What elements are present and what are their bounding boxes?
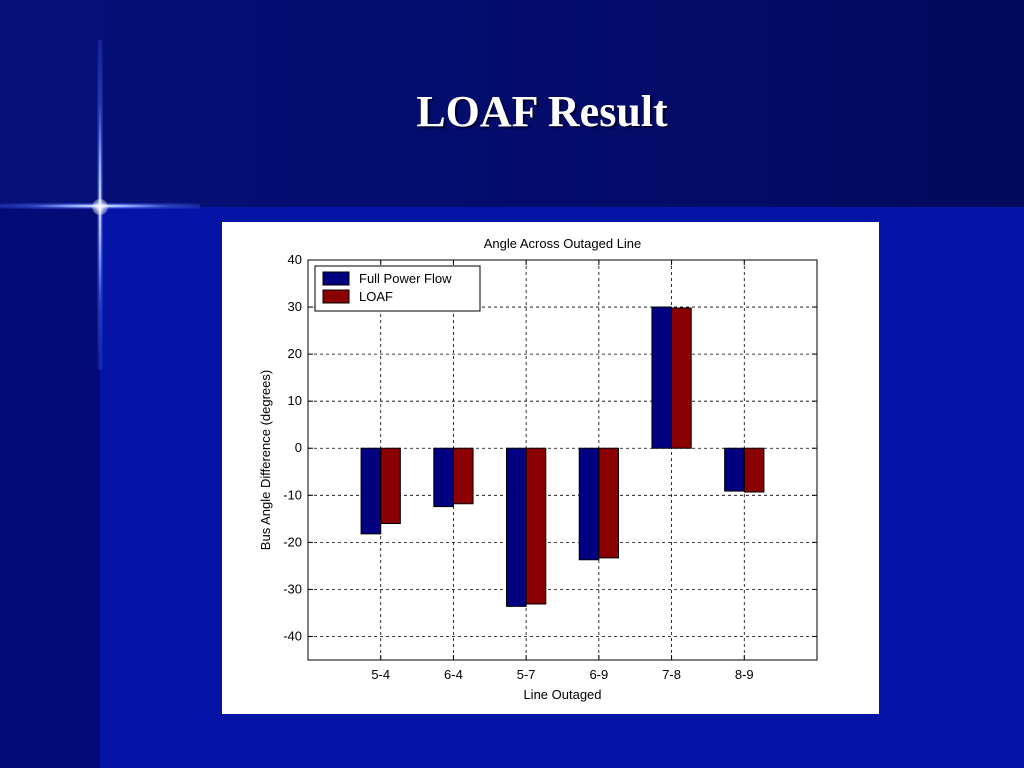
y-tick-label: 40 bbox=[288, 252, 302, 267]
x-tick-label: 6-9 bbox=[589, 667, 608, 682]
y-axis-label: Bus Angle Difference (degrees) bbox=[258, 370, 273, 550]
y-tick-label: -30 bbox=[283, 581, 302, 596]
y-tick-label: -20 bbox=[283, 534, 302, 549]
bar-full-power-flow-7-8 bbox=[651, 306, 673, 449]
bar-full-power-flow-6-4 bbox=[433, 447, 454, 508]
x-tick-label: 8-9 bbox=[735, 667, 754, 682]
legend-swatch bbox=[322, 271, 350, 286]
bar-loaf-7-8 bbox=[671, 307, 692, 449]
axis-ticks: 40 30 20 10 0 -10 -20 -30 -40 5-4 6-4 5-7 6-9 7-8 8-9 bbox=[283, 252, 817, 682]
chart-figure: 40 30 20 10 0 -10 -20 -30 -40 5-4 6-4 5-7 6-9 7-8 8-9 … bbox=[222, 222, 879, 714]
chart-title: Angle Across Outaged Line bbox=[484, 236, 642, 251]
legend-label: LOAF bbox=[359, 289, 393, 304]
sparkle-core-decoration bbox=[92, 199, 108, 215]
x-tick-label: 5-7 bbox=[517, 667, 536, 682]
bar-loaf-6-9 bbox=[598, 447, 619, 559]
bar-full-power-flow-5-4 bbox=[360, 447, 382, 535]
legend-swatch bbox=[322, 289, 350, 304]
y-tick-label: 0 bbox=[295, 440, 302, 455]
y-tick-label: 20 bbox=[288, 346, 302, 361]
y-tick-label: -10 bbox=[283, 487, 302, 502]
y-tick-label: 10 bbox=[288, 393, 302, 408]
bar-loaf-8-9 bbox=[743, 447, 765, 493]
legend: Full Power Flow LOAF bbox=[314, 265, 481, 312]
bar-loaf-5-7 bbox=[525, 447, 547, 605]
x-tick-label: 6-4 bbox=[444, 667, 463, 682]
bar-loaf-6-4 bbox=[452, 447, 474, 505]
bar-full-power-flow-8-9 bbox=[724, 447, 745, 492]
bar-loaf-5-4 bbox=[380, 447, 401, 525]
bar-full-power-flow-6-9 bbox=[578, 447, 600, 561]
bar-full-power-flow-5-7 bbox=[506, 447, 527, 607]
bars bbox=[360, 306, 765, 607]
x-axis-label: Line Outaged bbox=[523, 687, 601, 702]
y-tick-label: -40 bbox=[283, 628, 302, 643]
slide-left-strip bbox=[0, 207, 100, 768]
legend-label: Full Power Flow bbox=[359, 271, 452, 286]
x-tick-label: 7-8 bbox=[662, 667, 681, 682]
x-tick-label: 5-4 bbox=[371, 667, 390, 682]
plot-frame bbox=[307, 259, 818, 661]
slide-title: LOAF Result bbox=[416, 87, 668, 136]
y-tick-label: 30 bbox=[288, 299, 302, 314]
slide-header-background bbox=[0, 0, 1024, 207]
